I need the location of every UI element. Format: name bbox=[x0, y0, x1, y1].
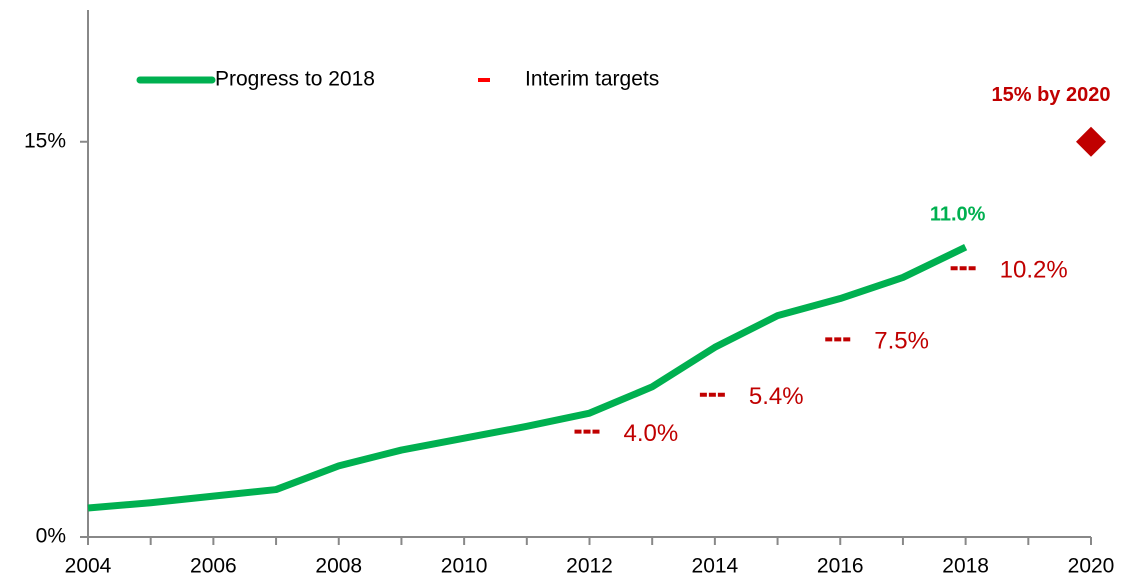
x-tick-label: 2010 bbox=[441, 555, 488, 578]
x-tick-label: 2020 bbox=[1068, 555, 1115, 578]
data-label: 7.5% bbox=[874, 328, 929, 355]
x-tick-label: 2004 bbox=[65, 555, 112, 578]
data-label: 11.0% bbox=[930, 203, 986, 225]
x-tick-label: 2016 bbox=[817, 555, 864, 578]
x-tick-label: 2018 bbox=[942, 555, 989, 578]
y-tick-label: 0% bbox=[36, 525, 66, 548]
data-label: 5.4% bbox=[749, 383, 804, 410]
legend-label: Interim targets bbox=[525, 68, 659, 91]
x-tick-label: 2006 bbox=[190, 555, 237, 578]
progress-line bbox=[87, 243, 968, 512]
y-tick-label: 15% bbox=[24, 129, 66, 152]
target-diamond bbox=[1076, 126, 1106, 157]
x-tick-label: 2008 bbox=[315, 555, 362, 578]
data-label: 15% by 2020 bbox=[992, 84, 1111, 106]
data-label: 4.0% bbox=[624, 420, 679, 447]
legend-label: Progress to 2018 bbox=[215, 68, 375, 91]
data-label: 10.2% bbox=[1000, 257, 1068, 284]
x-tick-label: 2012 bbox=[566, 555, 613, 578]
x-tick-label: 2014 bbox=[692, 555, 739, 578]
